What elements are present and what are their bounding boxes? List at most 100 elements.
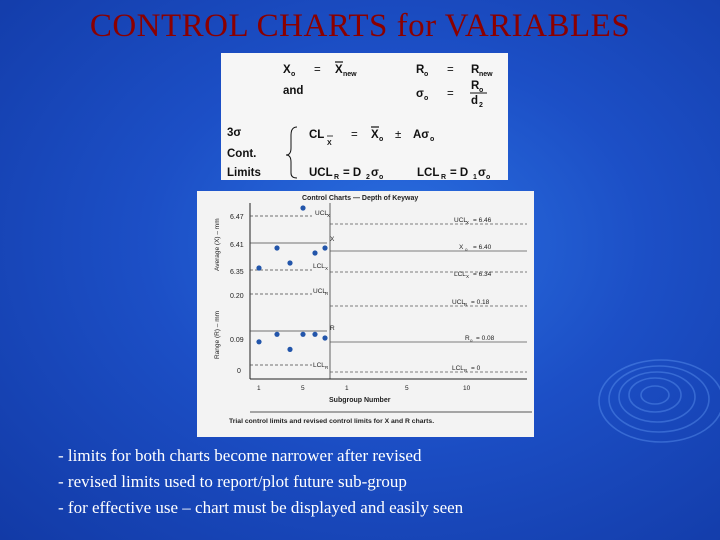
xo-sub: o (291, 71, 295, 78)
bullet-list: - limits for both charts become narrower… (58, 443, 698, 521)
xbar-ytick-3: 6.35 (230, 269, 244, 276)
three-sigma: 3σ (227, 127, 241, 139)
control-chart-svg: Control Charts — Depth of Keyway Average… (214, 195, 532, 425)
cl-x-sub: o (379, 136, 383, 143)
r-rev-cl: R (465, 335, 470, 342)
formula-panel: X o = X new R o = R new and σ o = R o d … (221, 53, 508, 181)
xbar-point-4 (300, 205, 306, 211)
rnew-sub: new (479, 71, 493, 78)
frac-den-sub: 2 (479, 102, 483, 109)
r-rev-cl-val: = 0.08 (476, 335, 495, 342)
eq-2: = (447, 64, 454, 76)
xbar-rev-lcl-val: = 6.34 (473, 271, 492, 278)
xtick-3: 1 (345, 385, 349, 392)
r-point-6 (322, 335, 328, 341)
ucl-label: UCL (309, 167, 333, 179)
ucl-expr-tail: σ (371, 167, 379, 179)
xbar-ytick-1: 6.47 (230, 214, 244, 221)
chart-title: Control Charts — Depth of Keyway (302, 195, 418, 202)
ro-sub: o (424, 71, 428, 78)
bullet-item: - limits for both charts become narrower… (58, 446, 422, 465)
ro-symbol: R (416, 64, 425, 76)
sigma-o: σ (416, 88, 424, 100)
cont-label: Cont. (227, 148, 256, 160)
cl-x: X (371, 129, 379, 141)
sigma-o-sub: o (424, 95, 428, 102)
xbar-rev-cl: X (459, 244, 464, 251)
xbar-trial-cl: X (330, 236, 335, 243)
xbar-point-5 (312, 250, 318, 256)
slide-title: CONTROL CHARTS for VARIABLES (89, 8, 631, 44)
frac-den: d (471, 95, 478, 107)
eq-4: = (351, 129, 358, 141)
xbar-trial-lcl: LCL (313, 263, 325, 270)
xo-symbol: X (283, 64, 291, 76)
lcl-expr-tail: σ (478, 167, 486, 179)
control-chart-panel: Control Charts — Depth of Keyway Average… (197, 191, 534, 437)
ucl-expr-tail-sub: o (379, 174, 383, 180)
r-ytick-2: 0.09 (230, 337, 244, 344)
xbar-rev-cl-sub: o (465, 247, 468, 252)
xbar-rev-ucl: UCL (454, 217, 467, 224)
bullet-item: - for effective use – chart must be disp… (58, 498, 464, 517)
xbar-point-2 (274, 245, 280, 251)
chart-caption: Trial control limits and revised control… (229, 418, 434, 425)
r-point-3 (287, 346, 293, 352)
x-axis-title: Subgroup Number (329, 397, 391, 404)
cl-pm: ± (395, 129, 401, 141)
xbar-point-1 (256, 265, 262, 271)
xtick-5: 10 (463, 385, 471, 392)
xbar-point-6 (322, 245, 328, 251)
xnew-sub: new (343, 71, 357, 78)
lcl-expr-tail-sub: o (486, 174, 490, 180)
xtick-4: 5 (405, 385, 409, 392)
r-trial-lcl: LCL (313, 362, 325, 369)
r-rev-ucl: UCL (452, 299, 465, 306)
r-trial-ucl-sub: R (325, 291, 329, 296)
ucl-sub: R (334, 174, 339, 180)
xbar-rev-ucl-val: = 6.46 (473, 217, 492, 224)
r-point-2 (274, 331, 280, 337)
cl-a-sub: o (430, 136, 434, 143)
r-rev-ucl-val: = 0.18 (471, 299, 490, 306)
xtick-1: 1 (257, 385, 261, 392)
r-trial-ucl: UCL (313, 288, 326, 295)
xbar-trial-ucl-sub: X (327, 213, 330, 218)
r-rev-lcl-sub: R (464, 368, 468, 373)
lcl-expr-sub: 1 (473, 174, 477, 180)
xbar-trial-ucl: UCL (315, 210, 328, 217)
cl-a: Aσ (413, 129, 429, 141)
lcl-label: LCL (417, 167, 439, 179)
formula-svg: X o = X new R o = R new and σ o = R o d … (227, 61, 493, 181)
r-trial-cl: R (330, 325, 335, 332)
ucl-expr-sub: 2 (366, 174, 370, 180)
r-ylabel: Range (R) – mm (214, 311, 221, 359)
lcl-expr: = D (450, 167, 468, 179)
xbar-points-group (256, 205, 328, 271)
eq-3: = (447, 88, 454, 100)
eq-1: = (314, 64, 321, 76)
xbar-rev-lcl: LCL (454, 271, 466, 278)
xbar-rev-ucl-sub: X (466, 220, 469, 225)
r-rev-ucl-sub: R (464, 302, 468, 307)
xtick-2: 5 (301, 385, 305, 392)
r-points-group (256, 331, 328, 352)
xbar-rev-lcl-sub: X (466, 274, 469, 279)
r-rev-lcl-val: = 0 (471, 365, 481, 372)
limits-label: Limits (227, 167, 261, 179)
r-ytick-3: 0 (237, 368, 241, 375)
xbar-rev-cl-val: = 6.40 (473, 244, 492, 251)
xbar-ytick-2: 6.41 (230, 242, 244, 249)
and-text: and (283, 85, 303, 97)
r-point-1 (256, 339, 262, 345)
ucl-expr: = D (343, 167, 361, 179)
xnew-symbol: X (335, 64, 343, 76)
xbar-trial-lcl-sub: X (325, 266, 328, 271)
r-ytick-1: 0.20 (230, 293, 244, 300)
xbar-ylabel: Average (X) – mm (214, 218, 221, 271)
cl-sub: X (327, 140, 332, 147)
frac-num-sub: o (479, 87, 483, 94)
r-point-5 (312, 331, 318, 337)
bullet-item: - revised limits used to report/plot fut… (58, 472, 407, 491)
frac-num: R (471, 80, 480, 92)
